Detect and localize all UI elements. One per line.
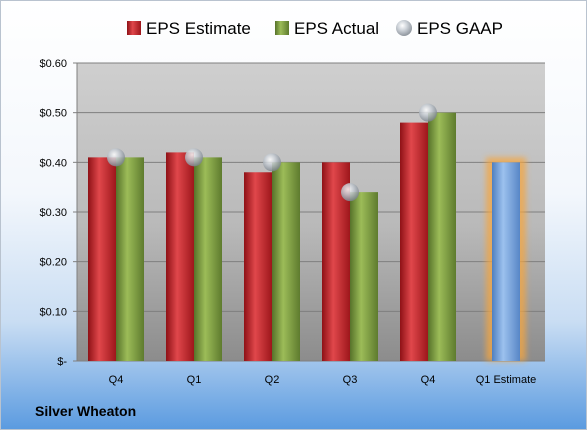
marker-eps-gaap <box>341 183 359 202</box>
y-tick-label: $0.60 <box>39 58 67 70</box>
y-tick-label: $0.30 <box>39 207 67 219</box>
x-axis-labels: Q4 Q1 Q2 Q3 Q4 Q1 Estimate <box>109 374 537 386</box>
y-tick-label: $0.40 <box>39 157 67 169</box>
x-category-label: Q1 <box>187 374 202 386</box>
legend-swatch-gaap <box>396 20 412 36</box>
legend-label-estimate: EPS Estimate <box>146 19 251 38</box>
legend-swatch-estimate <box>127 21 141 35</box>
y-tick-label: $0.20 <box>39 257 67 269</box>
legend-label-gaap: EPS GAAP <box>417 19 503 38</box>
y-axis-ticks: $- $0.10 $0.20 $0.30 $0.40 $0.50 $0.60 <box>39 58 78 368</box>
gaap-markers <box>107 103 437 202</box>
y-tick-label: $0.10 <box>39 306 67 318</box>
bar-eps-estimate <box>400 122 428 361</box>
bar-future-estimate <box>492 162 520 361</box>
x-category-label: Q4 <box>109 374 124 386</box>
bars <box>88 112 526 362</box>
grid-lines <box>77 62 545 362</box>
bar-eps-estimate <box>244 172 272 361</box>
x-category-label: Q2 <box>265 374 280 386</box>
company-name: Silver Wheaton <box>35 403 137 419</box>
x-category-label: Q1 Estimate <box>476 374 537 386</box>
marker-eps-gaap <box>185 148 203 167</box>
legend-swatch-actual <box>275 21 289 35</box>
marker-eps-gaap <box>107 148 125 167</box>
bar-eps-actual <box>350 192 378 361</box>
bar-eps-estimate <box>88 157 116 361</box>
legend: EPS Estimate EPS Actual EPS GAAP <box>127 19 503 38</box>
x-category-label: Q4 <box>421 374 436 386</box>
bar-eps-actual <box>116 157 144 361</box>
y-tick-label: $- <box>57 356 67 368</box>
bar-eps-actual <box>428 112 456 362</box>
marker-eps-gaap <box>419 103 437 122</box>
bar-eps-actual <box>272 162 300 361</box>
marker-eps-gaap <box>263 153 281 172</box>
y-tick-label: $0.50 <box>39 108 67 120</box>
bar-eps-estimate <box>166 152 194 361</box>
bar-eps-actual <box>194 157 222 361</box>
x-category-label: Q3 <box>343 374 358 386</box>
legend-label-actual: EPS Actual <box>294 19 379 38</box>
